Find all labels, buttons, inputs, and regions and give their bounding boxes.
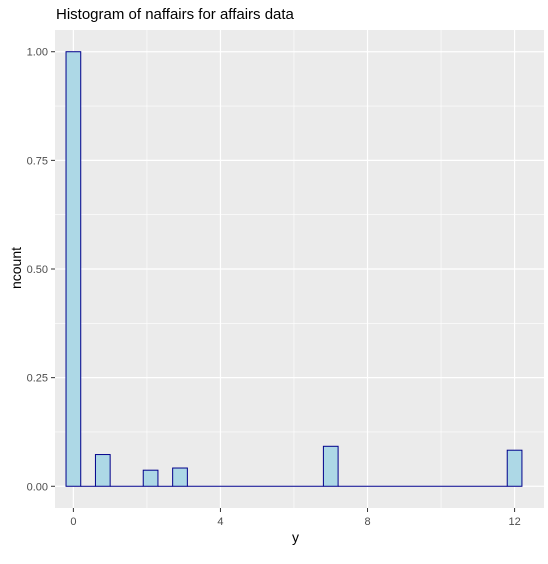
x-axis-label: y: [292, 529, 299, 545]
x-tick-label: 4: [217, 516, 223, 528]
chart-title: Histogram of naffairs for affairs data: [56, 6, 294, 23]
histogram-bar: [65, 51, 82, 487]
histogram-bar: [172, 467, 188, 487]
y-tick-label: 1.00: [27, 47, 48, 59]
y-tick-label: 0.00: [27, 481, 48, 493]
histogram-bar: [506, 449, 523, 487]
x-axis: 0 4 8 12: [70, 508, 521, 528]
histogram-bars: [65, 51, 523, 487]
y-tick-label: 0.50: [27, 264, 48, 276]
y-axis: 0.00 0.25 0.50 0.75 1.00: [27, 47, 55, 493]
y-tick-label: 0.25: [27, 373, 48, 385]
x-tick-label: 8: [364, 516, 370, 528]
y-tick-label: 0.75: [27, 155, 48, 167]
x-tick-label: 12: [508, 516, 520, 528]
histogram-bar: [94, 454, 111, 487]
histogram-bar: [142, 469, 159, 487]
x-tick-label: 0: [70, 516, 76, 528]
histogram-bar: [322, 445, 339, 487]
